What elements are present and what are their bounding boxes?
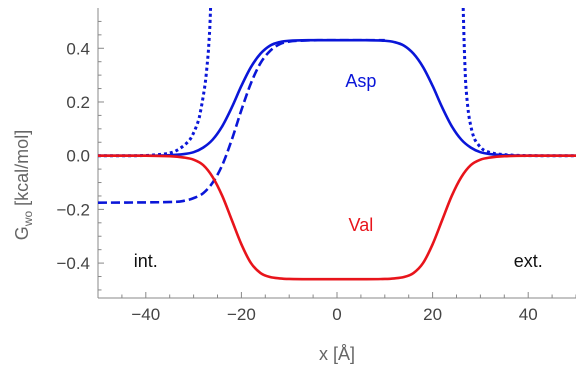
series-line-asp-dashed [98, 38, 385, 204]
y-tick-label: 0.2 [66, 93, 90, 112]
annotation-val: Val [349, 215, 374, 235]
x-tick-label: −40 [131, 305, 160, 324]
series-line-asp-dotted-right [461, 8, 576, 158]
x-tick-label: −20 [227, 305, 256, 324]
annotation-int: int. [134, 251, 158, 271]
x-axis-label: x [Å] [319, 344, 355, 364]
y-axis-label: Gwo [kcal/mol] [12, 130, 35, 240]
y-ticks: −0.4 −0.2 0.0 0.2 0.4 [56, 20, 104, 291]
x-tick-label: 0 [332, 305, 341, 324]
x-tick-label: 20 [423, 305, 442, 324]
series-line-asp-solid [98, 38, 576, 158]
y-axis-label-main: G [12, 226, 32, 240]
annotations: Asp Val int. ext. [134, 71, 543, 271]
y-tick-label: −0.2 [56, 200, 90, 219]
y-axis-label-rest: [kcal/mol] [12, 130, 32, 211]
annotation-ext: ext. [514, 251, 543, 271]
y-tick-label: 0.4 [66, 39, 90, 58]
series-line-val-solid [98, 154, 576, 281]
y-tick-label: 0.0 [66, 147, 90, 166]
annotation-asp: Asp [345, 71, 376, 91]
x-ticks: −40 −20 0 20 40 [97, 292, 576, 324]
x-tick-label: 40 [519, 305, 538, 324]
y-axis-label-sub: wo [21, 211, 35, 228]
series-line-asp-dotted-left [98, 8, 213, 158]
series-layer [98, 8, 576, 281]
y-tick-label: −0.4 [56, 254, 90, 273]
